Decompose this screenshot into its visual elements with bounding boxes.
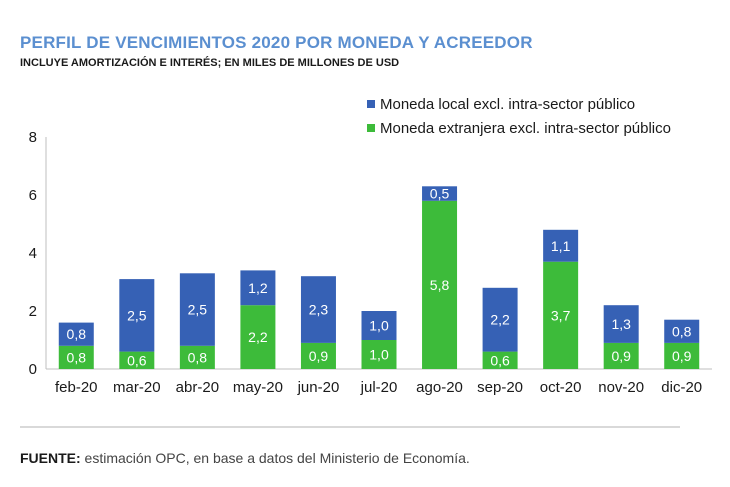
data-label-local: 0,5	[430, 186, 450, 202]
data-label-foreign: 5,8	[430, 277, 450, 293]
data-label-foreign: 0,8	[188, 349, 208, 365]
x-tick-label: jul-20	[360, 379, 398, 396]
source-note: FUENTE: estimación OPC, en base a datos …	[20, 450, 470, 466]
data-label-local: 2,3	[309, 302, 329, 318]
y-tick-label: 0	[29, 361, 37, 378]
source-text: estimación OPC, en base a datos del Mini…	[80, 450, 470, 466]
data-label-foreign: 0,6	[127, 352, 147, 368]
x-tick-label: jun-20	[297, 379, 340, 396]
data-label-foreign: 1,0	[369, 347, 389, 363]
x-tick-label: sep-20	[477, 379, 523, 396]
data-label-local: 1,0	[369, 318, 389, 334]
data-label-foreign: 0,9	[611, 348, 631, 364]
data-label-local: 0,8	[67, 326, 87, 342]
bar-local	[664, 319, 700, 343]
data-label-local: 1,3	[611, 316, 631, 332]
legend-label: Moneda local excl. intra-sector público	[380, 96, 635, 113]
legend-label: Moneda extranjera excl. intra-sector púb…	[380, 120, 671, 137]
x-tick-label: dic-20	[661, 379, 702, 396]
data-label-foreign: 3,7	[551, 307, 571, 323]
bar-local	[422, 186, 458, 201]
y-tick-label: 4	[29, 245, 37, 262]
legend-swatch	[367, 124, 375, 132]
bar-foreign	[240, 305, 276, 369]
bar-foreign	[482, 351, 518, 369]
bar-local	[58, 322, 94, 346]
chart-title: PERFIL DE VENCIMIENTOS 2020 POR MONEDA Y…	[20, 33, 533, 52]
data-label-local: 2,2	[490, 312, 510, 328]
bar-foreign	[300, 342, 336, 369]
bar-foreign	[58, 345, 94, 369]
bar-foreign	[119, 351, 155, 369]
x-tick-label: abr-20	[176, 379, 219, 396]
data-label-foreign: 0,8	[67, 349, 87, 365]
bar-local	[300, 276, 336, 343]
data-label-local: 0,8	[672, 323, 692, 339]
data-label-local: 1,1	[551, 238, 571, 254]
data-label-foreign: 0,9	[309, 348, 329, 364]
bar-foreign	[603, 342, 639, 369]
legend-swatch	[367, 100, 375, 108]
x-tick-label: mar-20	[113, 379, 161, 396]
bar-local	[482, 287, 518, 352]
data-label-local: 2,5	[127, 307, 147, 323]
bar-local	[119, 279, 155, 352]
bar-foreign	[543, 261, 579, 369]
x-tick-label: ago-20	[416, 379, 463, 396]
source-divider	[20, 426, 680, 428]
source-label: FUENTE:	[20, 450, 81, 466]
y-tick-label: 2	[29, 303, 37, 320]
data-label-foreign: 0,9	[672, 348, 692, 364]
chart-subtitle: INCLUYE AMORTIZACIÓN E INTERÉS; EN MILES…	[20, 57, 400, 69]
data-label-foreign: 2,2	[248, 329, 268, 345]
bar-local	[603, 305, 639, 343]
bar-foreign	[664, 342, 700, 369]
x-tick-label: may-20	[233, 379, 283, 396]
bar-foreign	[422, 200, 458, 369]
bar-local	[240, 270, 276, 306]
y-tick-label: 6	[29, 187, 37, 204]
data-label-local: 1,2	[248, 280, 268, 296]
data-label-foreign: 0,6	[490, 352, 510, 368]
y-tick-label: 8	[29, 129, 37, 146]
bar-foreign	[361, 340, 397, 369]
bar-local	[179, 273, 215, 346]
x-tick-label: feb-20	[55, 379, 98, 396]
bar-local	[543, 229, 579, 262]
bar-local	[361, 311, 397, 340]
x-tick-label: oct-20	[540, 379, 582, 396]
data-label-local: 2,5	[188, 302, 208, 318]
bar-foreign	[179, 345, 215, 369]
x-tick-label: nov-20	[598, 379, 644, 396]
